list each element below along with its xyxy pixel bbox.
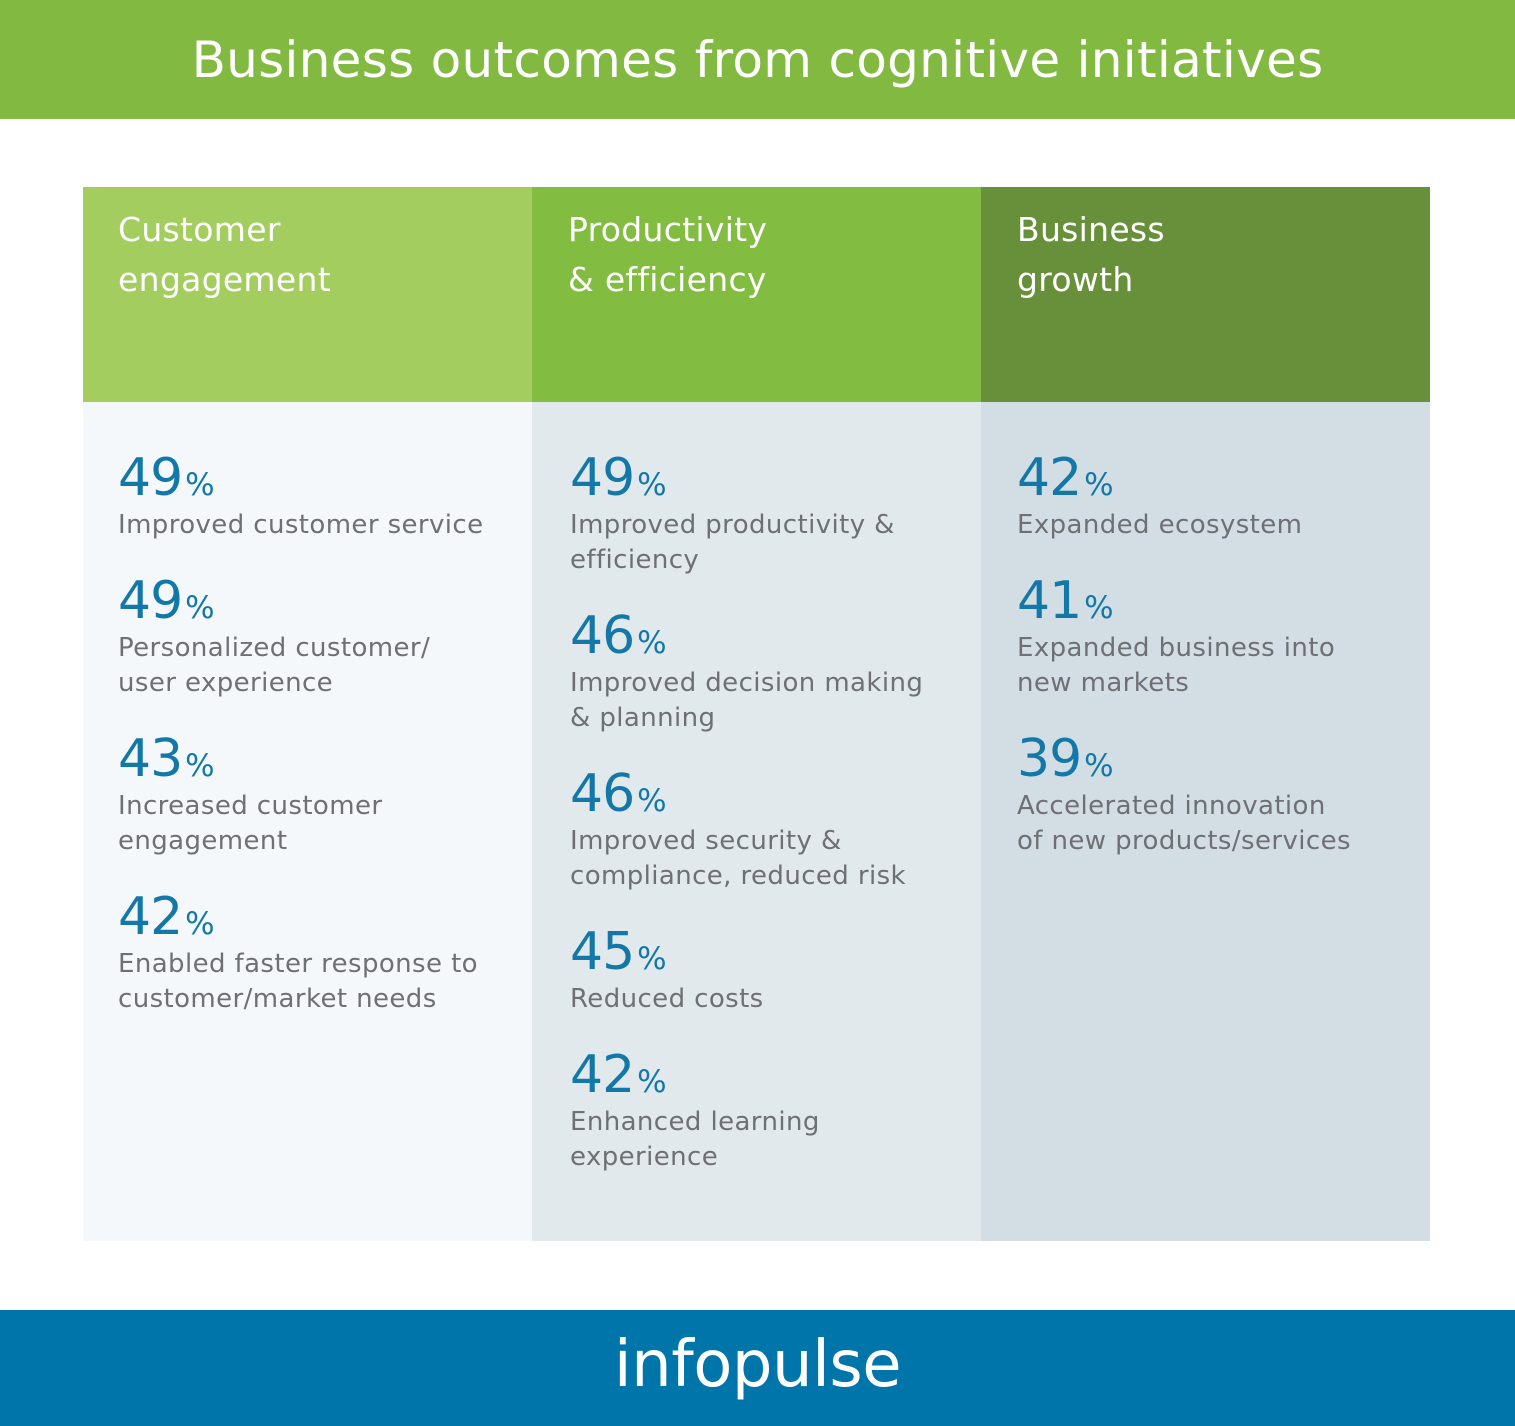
stat-value: 49: [118, 571, 183, 631]
percent-sign: %: [1084, 590, 1114, 626]
stat-value: 42: [118, 887, 183, 947]
column-body: 49% Improved customer service 49% Person…: [83, 402, 532, 1241]
stat-label: Expanded business into new markets: [1017, 633, 1336, 698]
percent-sign: %: [185, 906, 215, 942]
column-body: 42% Expanded ecosystem 41% Expanded busi…: [981, 402, 1430, 1241]
column-heading: Productivity & efficiency: [532, 187, 981, 402]
stat-label: Increased customer engagement: [118, 791, 383, 856]
stat-label: Expanded ecosystem: [1017, 510, 1303, 540]
stat-percentage: 42%: [1017, 448, 1430, 508]
stat-value: 43: [118, 729, 183, 789]
stat-label: Improved customer service: [118, 510, 484, 540]
percent-sign: %: [637, 1064, 667, 1100]
column-heading-text: Business growth: [1017, 210, 1165, 299]
stat-label: Enabled faster response to customer/mark…: [118, 949, 478, 1014]
stat-item: 43% Increased customer engagement: [118, 729, 532, 859]
column-heading: Customer engagement: [83, 187, 532, 402]
page-title: Business outcomes from cognitive initiat…: [191, 30, 1324, 89]
title-bar: Business outcomes from cognitive initiat…: [0, 0, 1515, 119]
stat-value: 42: [1017, 448, 1082, 508]
stat-label: Improved decision making & planning: [570, 668, 924, 733]
stat-value: 45: [570, 922, 635, 982]
column-heading-text: Productivity & efficiency: [568, 210, 768, 299]
stat-percentage: 45%: [570, 922, 981, 982]
stat-percentage: 49%: [118, 571, 532, 631]
stat-label: Improved productivity & efficiency: [570, 510, 895, 575]
percent-sign: %: [185, 467, 215, 503]
stat-item: 46% Improved decision making & planning: [570, 606, 981, 736]
stat-value: 49: [570, 448, 635, 508]
stat-percentage: 39%: [1017, 729, 1430, 789]
stat-item: 42% Enhanced learning experience: [570, 1045, 981, 1175]
stat-value: 39: [1017, 729, 1082, 789]
infopulse-logo: infopulse: [613, 1328, 902, 1402]
stat-value: 49: [118, 448, 183, 508]
stat-percentage: 42%: [570, 1045, 981, 1105]
column-heading: Business growth: [981, 187, 1430, 402]
percent-sign: %: [637, 783, 667, 819]
stat-value: 46: [570, 606, 635, 666]
stat-item: 46% Improved security & compliance, redu…: [570, 764, 981, 894]
stat-item: 49% Improved productivity & efficiency: [570, 448, 981, 578]
stat-percentage: 41%: [1017, 571, 1430, 631]
outcomes-table: Customer engagement 49% Improved custome…: [83, 187, 1430, 1241]
footer-bar: infopulse: [0, 1310, 1515, 1426]
stat-label: Accelerated innovation of new products/s…: [1017, 791, 1351, 856]
stat-percentage: 46%: [570, 606, 981, 666]
stat-label: Personalized customer/ user experience: [118, 633, 431, 698]
stat-label: Enhanced learning experience: [570, 1107, 820, 1172]
stat-value: 41: [1017, 571, 1082, 631]
percent-sign: %: [185, 590, 215, 626]
stat-item: 39% Accelerated innovation of new produc…: [1017, 729, 1430, 859]
percent-sign: %: [1084, 748, 1114, 784]
stat-value: 46: [570, 764, 635, 824]
stat-percentage: 43%: [118, 729, 532, 789]
stat-item: 42% Enabled faster response to customer/…: [118, 887, 532, 1017]
column-productivity-efficiency: Productivity & efficiency 49% Improved p…: [532, 187, 981, 1241]
column-body: 49% Improved productivity & efficiency 4…: [532, 402, 981, 1241]
stat-item: 41% Expanded business into new markets: [1017, 571, 1430, 701]
stat-percentage: 46%: [570, 764, 981, 824]
percent-sign: %: [637, 941, 667, 977]
percent-sign: %: [1084, 467, 1114, 503]
stat-item: 42% Expanded ecosystem: [1017, 448, 1430, 543]
stat-percentage: 49%: [570, 448, 981, 508]
stat-item: 49% Improved customer service: [118, 448, 532, 543]
column-heading-text: Customer engagement: [118, 210, 331, 299]
percent-sign: %: [637, 467, 667, 503]
percent-sign: %: [637, 625, 667, 661]
column-customer-engagement: Customer engagement 49% Improved custome…: [83, 187, 532, 1241]
stat-item: 49% Personalized customer/ user experien…: [118, 571, 532, 701]
stat-percentage: 42%: [118, 887, 532, 947]
stat-label: Reduced costs: [570, 984, 764, 1014]
stat-value: 42: [570, 1045, 635, 1105]
stat-item: 45% Reduced costs: [570, 922, 981, 1017]
stat-percentage: 49%: [118, 448, 532, 508]
column-business-growth: Business growth 42% Expanded ecosystem 4…: [981, 187, 1430, 1241]
stat-label: Improved security & compliance, reduced …: [570, 826, 906, 891]
percent-sign: %: [185, 748, 215, 784]
